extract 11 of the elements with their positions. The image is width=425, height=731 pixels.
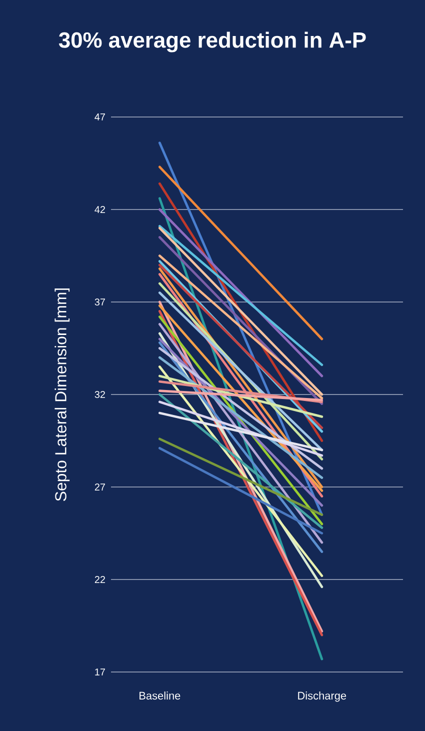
y-tick-label: 37 xyxy=(94,298,105,306)
chart-title: 30% average reduction in A-P xyxy=(58,32,366,52)
y-tick-label: 22 xyxy=(94,576,105,583)
y-tick-label: 32 xyxy=(94,390,105,398)
y-tick-label: 17 xyxy=(95,668,105,676)
y-tick-label: 27 xyxy=(94,484,105,490)
x-tick-label: Baseline xyxy=(140,692,180,700)
y-tick-label: 42 xyxy=(94,206,105,213)
y-tick-label: 47 xyxy=(94,114,105,120)
y-axis-title: Septo Lateral Dimension [mm] xyxy=(54,288,70,501)
x-tick-label: Discharge xyxy=(298,692,346,702)
